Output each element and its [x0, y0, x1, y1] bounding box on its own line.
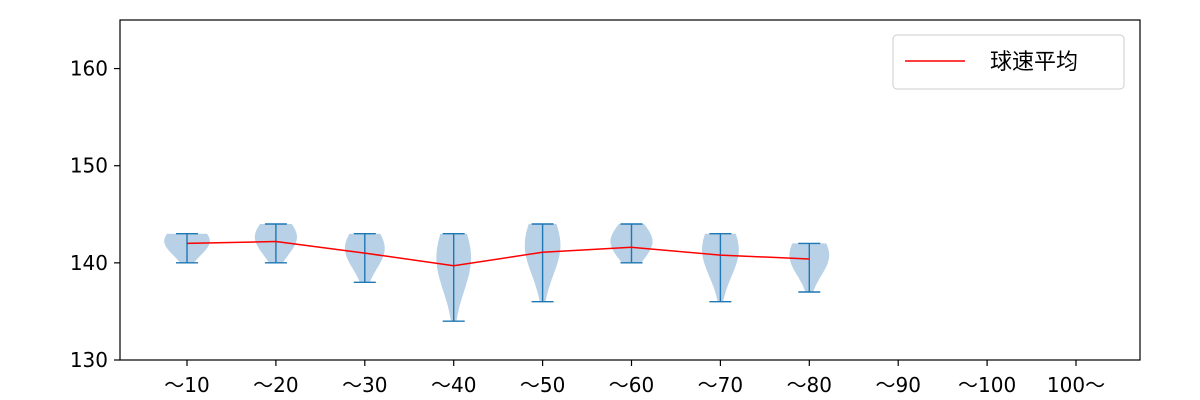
x-tick-label: ～50: [520, 373, 565, 397]
x-tick-label: ～100: [958, 373, 1016, 397]
x-tick-label: 100～: [1047, 373, 1105, 397]
y-tick-label: 140: [70, 251, 108, 275]
x-tick-label: ～10: [164, 373, 209, 397]
y-tick-label: 160: [70, 57, 108, 81]
y-tick-label: 130: [70, 348, 108, 372]
y-tick-label: 150: [70, 154, 108, 178]
legend-label: 球速平均: [990, 50, 1078, 75]
x-tick-label: ～30: [342, 373, 387, 397]
legend-box: [892, 34, 1125, 90]
x-axis: ～10 ～20 ～30 ～40 ～50 ～60 ～70 ～80 ～90 ～100 100～: [164, 360, 1105, 397]
violins-layer: [164, 223, 830, 322]
x-tick-label: ～40: [431, 373, 476, 397]
x-tick-label: ～60: [609, 373, 654, 397]
x-tick-label: ～70: [698, 373, 743, 397]
y-axis: 130 140 150 160: [70, 57, 120, 372]
x-tick-label: ～90: [875, 373, 920, 397]
x-tick-label: ～20: [253, 373, 298, 397]
mean-line-layer: [186, 240, 810, 267]
plot-frame: [119, 19, 1141, 361]
x-tick-label: ～80: [787, 373, 832, 397]
mean-line: [186, 240, 810, 267]
legend: 球速平均: [892, 34, 1125, 90]
